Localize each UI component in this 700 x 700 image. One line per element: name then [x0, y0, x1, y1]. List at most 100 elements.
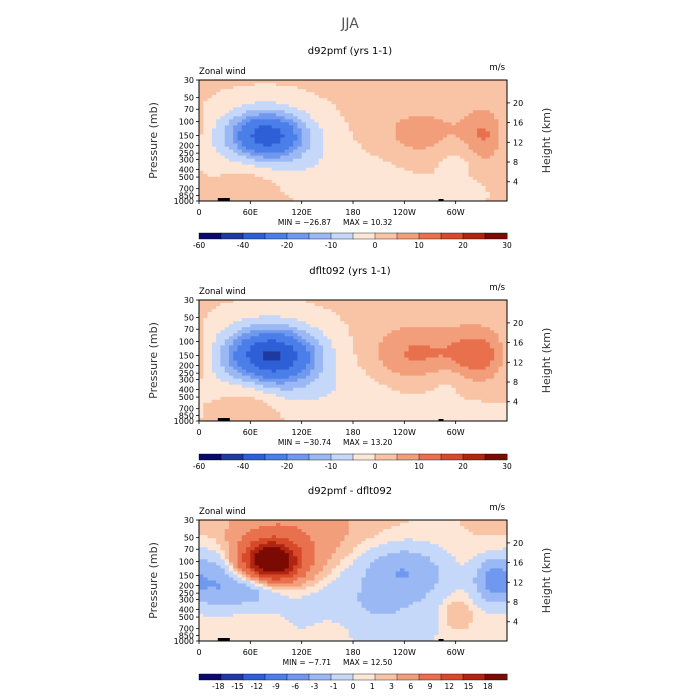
contour-cell [293, 182, 298, 187]
contour-cell [425, 315, 431, 319]
contour-cell [293, 324, 298, 328]
contour-cell [284, 86, 290, 90]
contour-cell [220, 101, 226, 105]
contour-cell [353, 104, 358, 108]
contour-cell [472, 369, 478, 374]
contour-cell [348, 182, 354, 187]
contour-cell [481, 134, 487, 138]
contour-cell [263, 86, 268, 90]
contour-cell [331, 173, 337, 178]
contour-cell [387, 80, 392, 84]
contour-cell [395, 312, 401, 316]
contour-cell [335, 107, 341, 111]
contour-cell [271, 318, 277, 322]
contour-cell [327, 327, 333, 331]
contour-cell [318, 342, 324, 346]
contour-cell [404, 351, 410, 355]
contour-cell [421, 143, 427, 148]
contour-cell [271, 300, 277, 304]
contour-cell [404, 381, 410, 386]
contour-cell [421, 89, 427, 93]
contour-cell [220, 86, 226, 90]
contour-cell [485, 366, 491, 371]
contour-cell [211, 173, 217, 178]
contour-cell [276, 116, 281, 120]
contour-cell [323, 122, 328, 126]
contour-cell [297, 104, 303, 108]
contour-cell [216, 134, 221, 138]
contour-cell [258, 339, 264, 343]
contour-cell [485, 357, 491, 361]
contour-cell [472, 342, 478, 346]
contour-cell [412, 300, 418, 304]
contour-cell [400, 146, 405, 151]
contour-cell [276, 348, 281, 352]
contour-cell [340, 318, 345, 322]
contour-cell [293, 137, 298, 141]
contour-cell [250, 143, 256, 148]
contour-cell [288, 303, 294, 307]
contour-cell [348, 125, 354, 129]
contour-cell [237, 309, 243, 313]
contour-cell [489, 95, 495, 99]
contour-cell [412, 107, 418, 111]
contour-cell [353, 366, 358, 371]
contour-cell [216, 182, 221, 187]
contour-cell [323, 137, 328, 141]
contour-cell [254, 348, 260, 352]
contour-cell [323, 149, 328, 154]
contour-cell [425, 137, 431, 141]
contour-cell [263, 179, 268, 184]
contour-cell [280, 110, 286, 114]
contour-cell [464, 333, 469, 337]
contour-cell [276, 131, 281, 135]
contour-cell [250, 324, 256, 328]
contour-cell [297, 381, 303, 386]
contour-cell [297, 83, 303, 87]
contour-cell [280, 303, 286, 307]
contour-cell [335, 80, 341, 84]
contour-cell [331, 131, 337, 135]
contour-cell [250, 369, 256, 374]
contour-cell [254, 327, 260, 331]
contour-cell [481, 300, 487, 304]
contour-cell [421, 119, 427, 123]
contour-cell [310, 300, 315, 304]
contour-cell [412, 366, 418, 371]
contour-cell [199, 155, 204, 160]
contour-cell [378, 83, 384, 87]
contour-cell [224, 369, 230, 374]
contour-cell [472, 152, 478, 157]
contour-cell [344, 119, 350, 123]
contour-cell [434, 101, 440, 105]
contour-cell [374, 86, 380, 90]
contour-cell [331, 95, 337, 99]
contour-cell [293, 173, 298, 178]
contour-cell [241, 339, 247, 343]
contour-cell [361, 306, 367, 310]
contour-cell [430, 152, 435, 157]
contour-cell [224, 191, 230, 196]
contour-cell [370, 95, 375, 99]
contour-cell [468, 357, 474, 361]
contour-cell [258, 375, 264, 380]
contour-cell [331, 369, 337, 374]
contour-cell [310, 372, 315, 377]
contour-cell [220, 119, 226, 123]
contour-cell [387, 95, 392, 99]
contour-cell [365, 309, 371, 313]
contour-cell [472, 95, 478, 99]
contour-cell [404, 378, 410, 383]
contour-cell [246, 300, 251, 304]
contour-cell [254, 179, 260, 184]
contour-cell [203, 119, 209, 123]
contour-cell [263, 143, 268, 148]
contour-cell [365, 348, 371, 352]
contour-cell [305, 336, 311, 340]
contour-cell [288, 116, 294, 120]
contour-cell [494, 152, 499, 157]
contour-cell [421, 83, 427, 87]
contour-cell [246, 179, 251, 184]
contour-cell [323, 98, 328, 102]
contour-cell [216, 330, 221, 334]
